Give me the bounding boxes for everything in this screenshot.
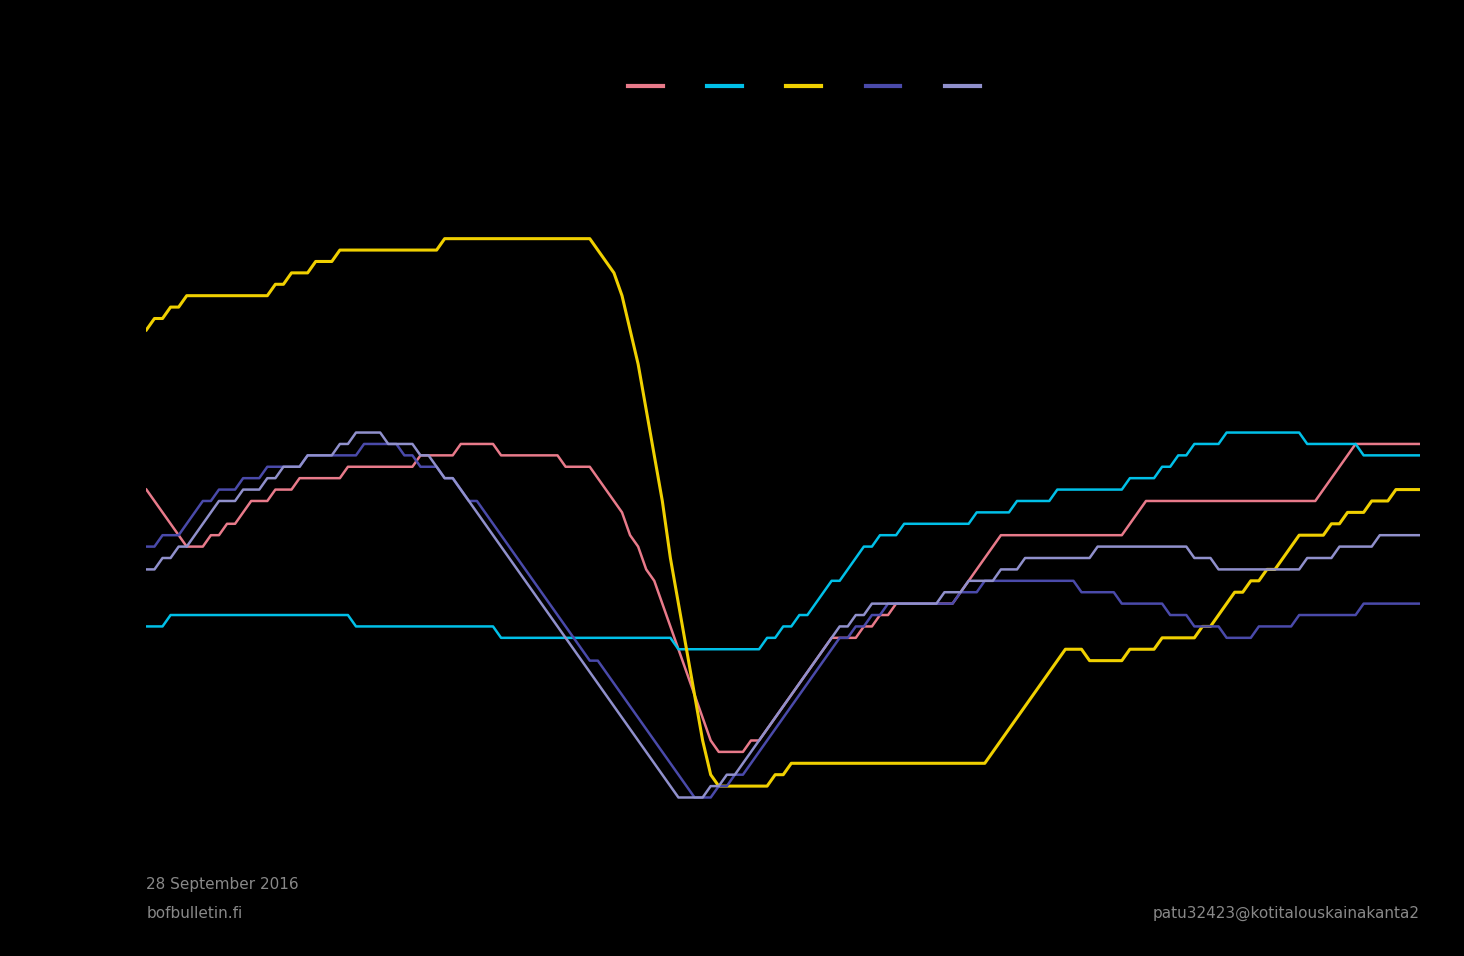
Text: patu32423@kotitalouskainakanta2: patu32423@kotitalouskainakanta2	[1154, 905, 1420, 921]
Text: bofbulletin.fi: bofbulletin.fi	[146, 905, 243, 921]
Legend: , , , , : , , , ,	[622, 74, 988, 99]
Text: 28 September 2016: 28 September 2016	[146, 877, 299, 892]
